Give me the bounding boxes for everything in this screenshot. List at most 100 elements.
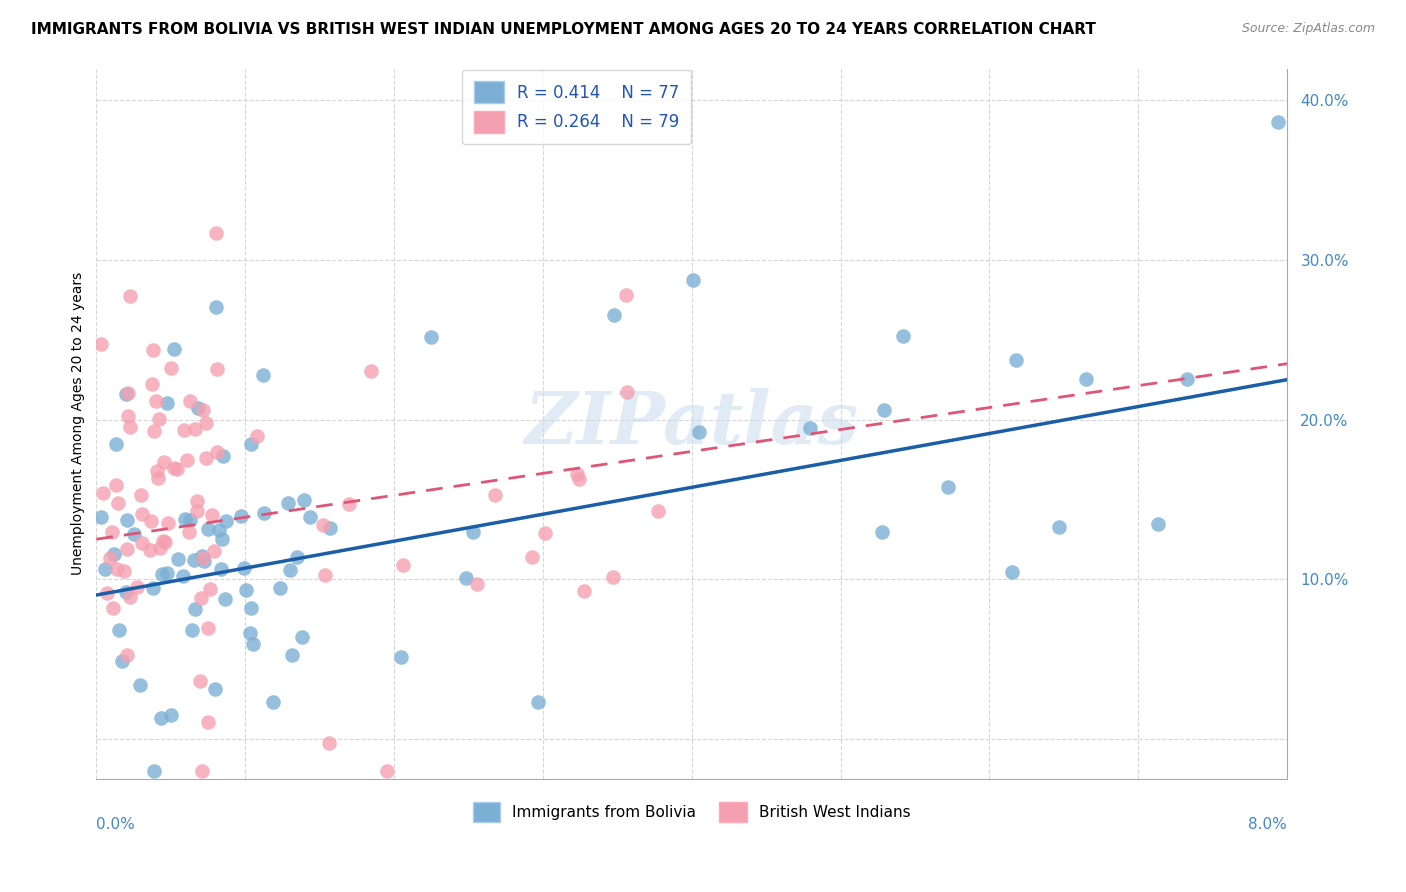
Point xyxy=(117,409,139,424)
Point xyxy=(572,584,595,599)
Point xyxy=(153,535,176,549)
Point xyxy=(139,514,162,528)
Point xyxy=(688,425,710,439)
Point xyxy=(527,695,550,709)
Point xyxy=(520,549,543,564)
Point xyxy=(1004,352,1026,367)
Point xyxy=(197,715,219,730)
Point xyxy=(197,621,219,635)
Point xyxy=(153,455,176,469)
Point xyxy=(314,567,336,582)
Point xyxy=(1175,372,1198,386)
Point xyxy=(246,429,269,443)
Point xyxy=(156,395,179,409)
Point xyxy=(647,503,669,517)
Point xyxy=(172,569,194,583)
Point xyxy=(173,423,195,437)
Point xyxy=(104,437,127,451)
Point xyxy=(392,558,415,572)
Point xyxy=(120,420,142,434)
Point xyxy=(193,554,215,568)
Point xyxy=(142,581,165,595)
Point xyxy=(240,601,263,615)
Point xyxy=(616,385,638,400)
Point xyxy=(117,541,139,556)
Point xyxy=(534,525,557,540)
Point xyxy=(212,449,235,463)
Text: IMMIGRANTS FROM BOLIVIA VS BRITISH WEST INDIAN UNEMPLOYMENT AMONG AGES 20 TO 24 : IMMIGRANTS FROM BOLIVIA VS BRITISH WEST … xyxy=(31,22,1095,37)
Point xyxy=(190,591,212,605)
Point xyxy=(148,411,170,425)
Point xyxy=(202,543,225,558)
Point xyxy=(179,513,201,527)
Point xyxy=(1047,520,1070,534)
Point xyxy=(204,300,226,314)
Point xyxy=(91,485,114,500)
Point xyxy=(262,695,284,709)
Point xyxy=(277,496,299,510)
Point xyxy=(190,549,212,563)
Point xyxy=(145,393,167,408)
Point xyxy=(389,650,412,665)
Point xyxy=(235,583,257,598)
Point xyxy=(285,549,308,564)
Point xyxy=(799,421,821,435)
Point xyxy=(682,273,704,287)
Point xyxy=(167,551,190,566)
Point xyxy=(98,550,121,565)
Point xyxy=(319,521,342,535)
Point xyxy=(146,471,169,485)
Point xyxy=(183,553,205,567)
Point xyxy=(214,515,236,529)
Text: 8.0%: 8.0% xyxy=(1249,817,1286,832)
Point xyxy=(122,526,145,541)
Point xyxy=(166,461,188,475)
Point xyxy=(94,562,117,576)
Point xyxy=(195,451,218,466)
Point xyxy=(208,523,231,537)
Point xyxy=(163,461,186,475)
Point xyxy=(568,472,591,486)
Point xyxy=(614,288,637,302)
Point xyxy=(143,425,166,439)
Point xyxy=(194,416,217,430)
Point xyxy=(204,682,226,697)
Point xyxy=(157,516,180,530)
Text: 0.0%: 0.0% xyxy=(97,817,135,832)
Point xyxy=(311,518,333,533)
Point xyxy=(602,570,624,584)
Point xyxy=(179,394,201,409)
Point xyxy=(188,673,211,688)
Point xyxy=(232,561,254,575)
Point xyxy=(936,480,959,494)
Point xyxy=(107,623,129,637)
Point xyxy=(186,493,208,508)
Point xyxy=(870,525,893,540)
Point xyxy=(873,403,896,417)
Point xyxy=(160,360,183,375)
Point xyxy=(163,342,186,356)
Point xyxy=(565,467,588,482)
Point xyxy=(484,488,506,502)
Point xyxy=(337,496,360,510)
Point xyxy=(141,377,163,392)
Point xyxy=(103,547,125,561)
Point xyxy=(105,477,128,491)
Point xyxy=(461,524,484,539)
Point xyxy=(186,504,208,518)
Y-axis label: Unemployment Among Ages 20 to 24 years: Unemployment Among Ages 20 to 24 years xyxy=(72,272,86,575)
Point xyxy=(139,542,162,557)
Point xyxy=(278,563,301,577)
Point xyxy=(891,329,914,343)
Point xyxy=(159,708,181,723)
Point xyxy=(420,330,443,344)
Point xyxy=(125,581,148,595)
Legend: Immigrants from Bolivia, British West Indians: Immigrants from Bolivia, British West In… xyxy=(467,796,917,828)
Point xyxy=(205,226,228,240)
Point xyxy=(107,496,129,510)
Point xyxy=(156,566,179,581)
Point xyxy=(101,524,124,539)
Point xyxy=(201,508,224,522)
Point xyxy=(1001,565,1024,579)
Point xyxy=(239,625,262,640)
